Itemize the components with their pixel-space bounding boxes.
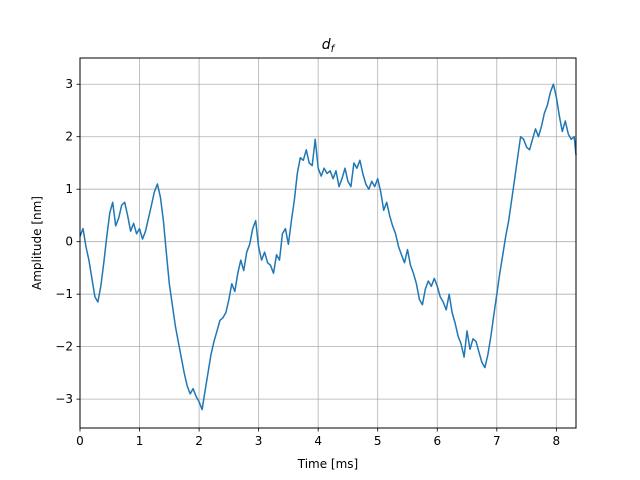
x-tick-label: 6	[433, 434, 441, 448]
x-axis-label: Time [ms]	[297, 457, 359, 471]
x-axis-ticks: 0 1 2 3 4 5 6 7 8	[76, 428, 560, 448]
y-axis-label: Amplitude [nm]	[30, 196, 44, 290]
x-tick-label: 4	[314, 434, 322, 448]
x-tick-label: 3	[255, 434, 263, 448]
x-tick-label: 8	[553, 434, 561, 448]
series-line	[79, 83, 577, 411]
series-line-group	[79, 83, 577, 411]
y-tick-label: 3	[65, 77, 73, 91]
y-tick-label: −3	[55, 392, 73, 406]
plot-frame	[79, 57, 577, 429]
grid	[79, 58, 576, 428]
y-tick-label: −2	[55, 340, 73, 354]
chart-title: df	[322, 37, 336, 55]
chart-title-main: d	[322, 37, 331, 53]
y-tick-label: −1	[55, 287, 73, 301]
x-tick-label: 7	[493, 434, 501, 448]
x-tick-label: 0	[76, 434, 84, 448]
x-tick-label: 2	[195, 434, 203, 448]
x-tick-label: 1	[136, 434, 144, 448]
y-tick-label: 1	[65, 182, 73, 196]
y-tick-label: 2	[65, 130, 73, 144]
y-tick-label: 0	[65, 235, 73, 249]
y-axis-ticks: −3 −2 −1 0 1 2 3	[55, 77, 80, 406]
x-tick-label: 5	[374, 434, 382, 448]
chart-title-subscript: f	[331, 44, 336, 55]
